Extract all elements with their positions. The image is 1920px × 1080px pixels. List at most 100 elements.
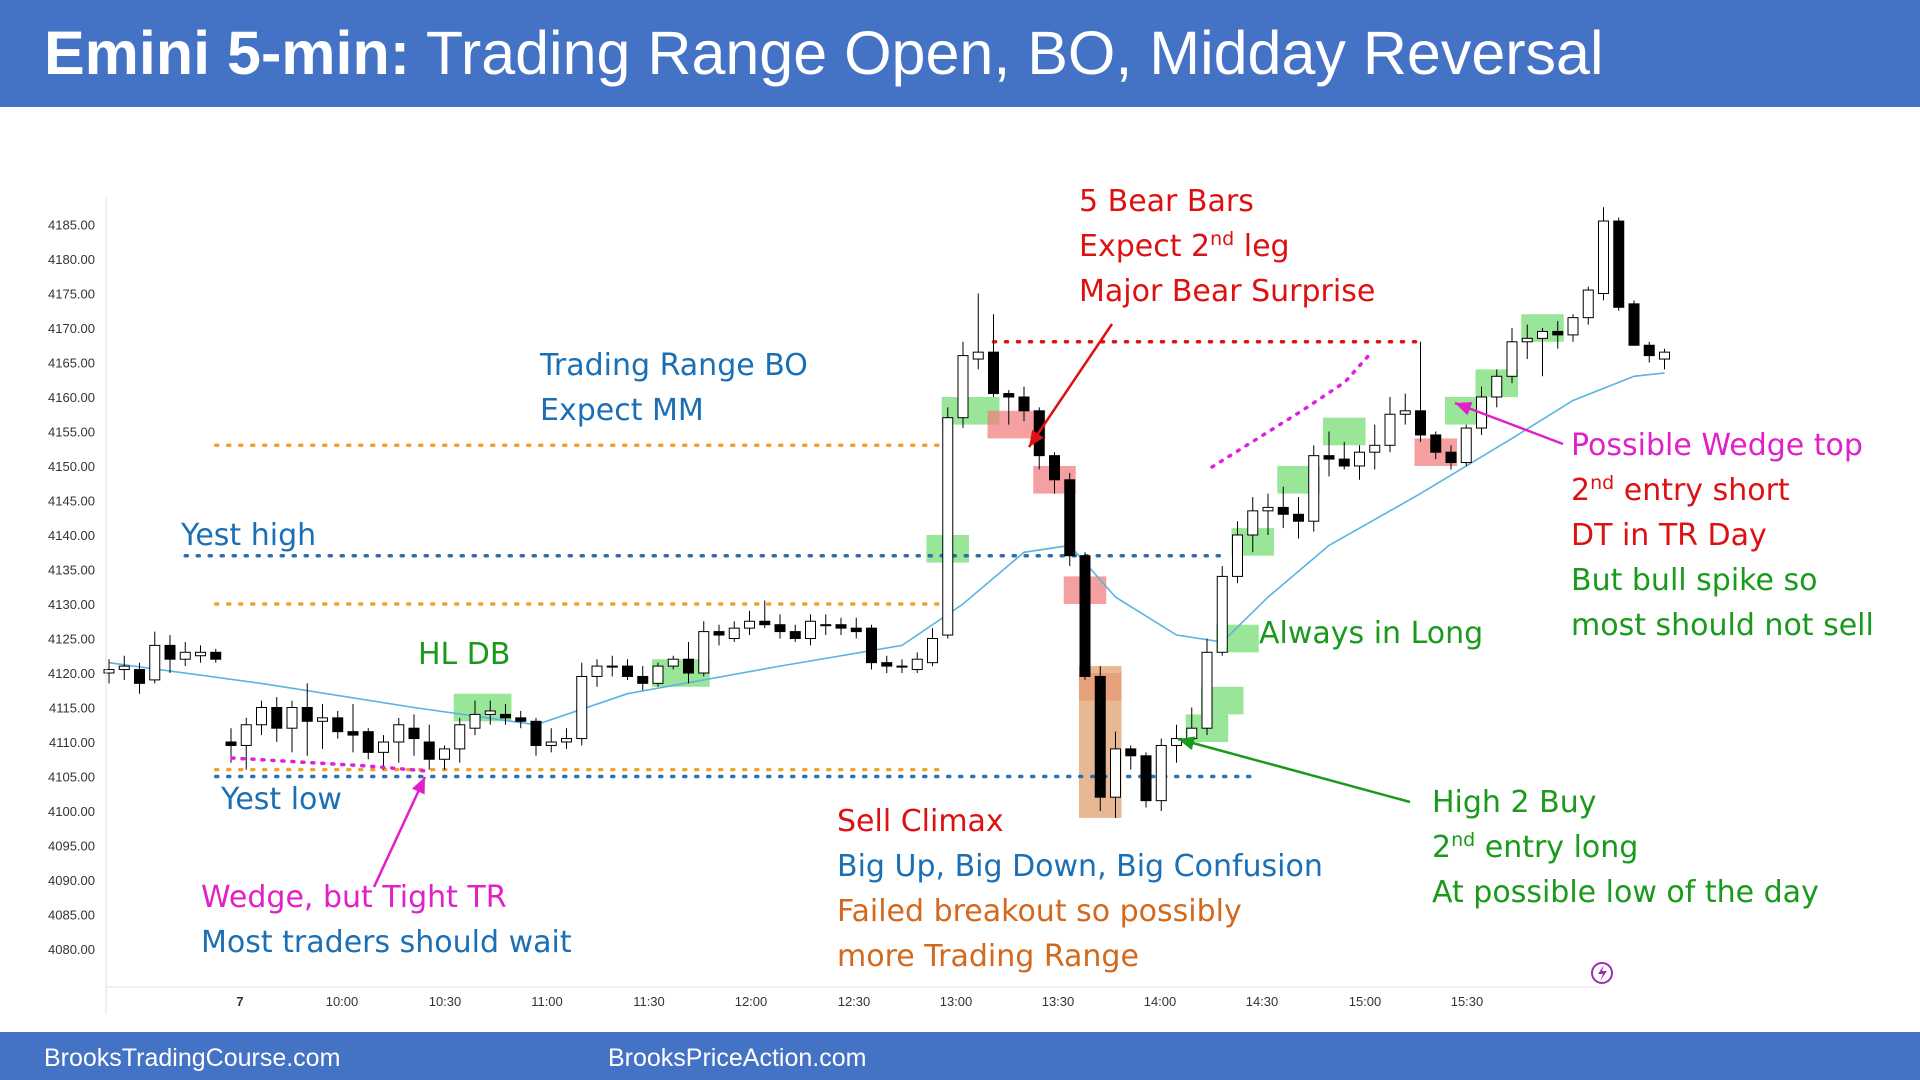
level-lines: [183, 340, 1423, 779]
bull-candle-body: [118, 665, 130, 671]
candle: [286, 700, 298, 753]
annotation-bear-bars: 5 Bear Bars: [1079, 184, 1254, 219]
candle: [1628, 300, 1640, 346]
annotation-wedge-top-2: DT in TR Day: [1571, 518, 1767, 553]
candle: [1491, 369, 1503, 408]
candle: [911, 652, 923, 673]
bear-candle-body: [301, 707, 313, 722]
candle: [1201, 638, 1213, 736]
bull-candle-body: [1232, 534, 1243, 577]
candle: [1659, 348, 1670, 370]
bear-candle-body: [1094, 675, 1106, 798]
candle: [1354, 445, 1365, 480]
candle: [408, 714, 420, 756]
wedge-top-arrow-shaft: [1454, 401, 1564, 446]
footer-center-link[interactable]: BrooksPriceAction.com: [608, 1044, 867, 1072]
candle: [393, 717, 405, 763]
bull-candle-body: [1354, 451, 1365, 467]
candle: [149, 631, 161, 684]
bear-candle-body: [1552, 330, 1564, 336]
bear-candle-body: [759, 620, 771, 626]
candle: [454, 717, 466, 763]
ema-line-group: [108, 372, 1665, 726]
bear-candle-body: [988, 351, 999, 395]
bear-candle-body: [362, 731, 374, 753]
candle: [805, 614, 816, 646]
candle: [606, 655, 618, 677]
candle: [774, 614, 786, 639]
wedge-markers: [230, 352, 1372, 773]
bear-candle-body: [1140, 755, 1152, 802]
bull-candle-body: [1201, 651, 1213, 729]
candle: [1430, 431, 1442, 460]
bull-candle-body: [454, 724, 466, 750]
footer-left-link[interactable]: BrooksTradingCourse.com: [44, 1044, 341, 1072]
bull-candle-body: [972, 351, 984, 360]
y-tick-label: 4120.00: [48, 666, 95, 681]
bull-candle-body: [1491, 375, 1503, 398]
candle: [820, 614, 832, 636]
y-tick-label: 4080.00: [48, 942, 95, 957]
candle: [1613, 217, 1625, 311]
bull-candle-body: [1216, 575, 1228, 653]
candle: [469, 700, 481, 736]
candle: [1537, 328, 1548, 377]
candle: [423, 724, 435, 770]
candle: [1171, 724, 1182, 763]
x-tick-label: 10:30: [429, 994, 462, 1009]
candle: [789, 624, 801, 642]
wedge-top-arrow: [1454, 401, 1564, 446]
bear-candle-body: [134, 669, 145, 684]
bear-candle-body: [1430, 434, 1442, 453]
axes: [105, 197, 1600, 1014]
bear-candle-body: [1079, 555, 1091, 677]
bull-candle-body: [256, 707, 267, 726]
title-rest: Trading Range Open, BO, Midday Reversal: [425, 19, 1604, 87]
y-tick-label: 4115.00: [49, 701, 95, 716]
bull-candle-body: [195, 651, 206, 657]
candle: [1521, 324, 1533, 360]
candle: [1094, 666, 1106, 811]
bull-candle-body: [820, 624, 832, 627]
bull-candle-body: [469, 713, 481, 729]
annotation-trading-range-bo: Trading Range BO: [539, 348, 808, 383]
y-tick-label: 4170.00: [48, 321, 95, 336]
annotation-sell-climax: Sell Climax: [837, 804, 1004, 839]
candle: [134, 662, 145, 694]
y-tick-label: 4150.00: [48, 459, 95, 474]
candle: [988, 314, 999, 397]
candle: [1216, 566, 1228, 656]
bull-candle-body: [545, 741, 557, 746]
candle: [195, 645, 206, 663]
annotation-wedge-tight-tr: Wedge, but Tight TR: [201, 880, 507, 915]
candle: [1140, 752, 1152, 808]
bull-candle-body: [911, 658, 923, 671]
bull-candle-body: [896, 665, 908, 668]
candle: [1247, 497, 1259, 553]
annotation-wedge-top-3: But bull spike so: [1571, 563, 1817, 598]
bull-candle-body: [1155, 744, 1167, 802]
candle: [1293, 497, 1304, 539]
bear-candle-body: [530, 720, 542, 746]
candle: [240, 717, 252, 770]
bear-candle-body: [789, 631, 801, 639]
bull-candle-body: [1171, 738, 1182, 746]
bear-candle-body: [774, 624, 786, 633]
high-2-buy-arrow-head: [1178, 736, 1196, 750]
candle: [164, 635, 176, 673]
y-tick-label: 4100.00: [48, 804, 95, 819]
bear-candle-body: [1613, 220, 1625, 308]
candle: [179, 641, 191, 667]
y-tick-label: 4085.00: [48, 908, 95, 923]
candle: [301, 683, 313, 756]
candle: [972, 293, 984, 370]
y-tick-label: 4110.00: [49, 735, 95, 750]
candle: [347, 704, 359, 753]
annotation-trading-range-bo: Expect MM: [540, 393, 704, 428]
bull-candle-body: [957, 355, 969, 419]
bull-candle-body: [1598, 220, 1609, 294]
bull-candle-body: [698, 631, 710, 674]
candle: [1018, 386, 1030, 422]
candle: [866, 624, 877, 670]
bear-candle-body: [1445, 451, 1457, 464]
